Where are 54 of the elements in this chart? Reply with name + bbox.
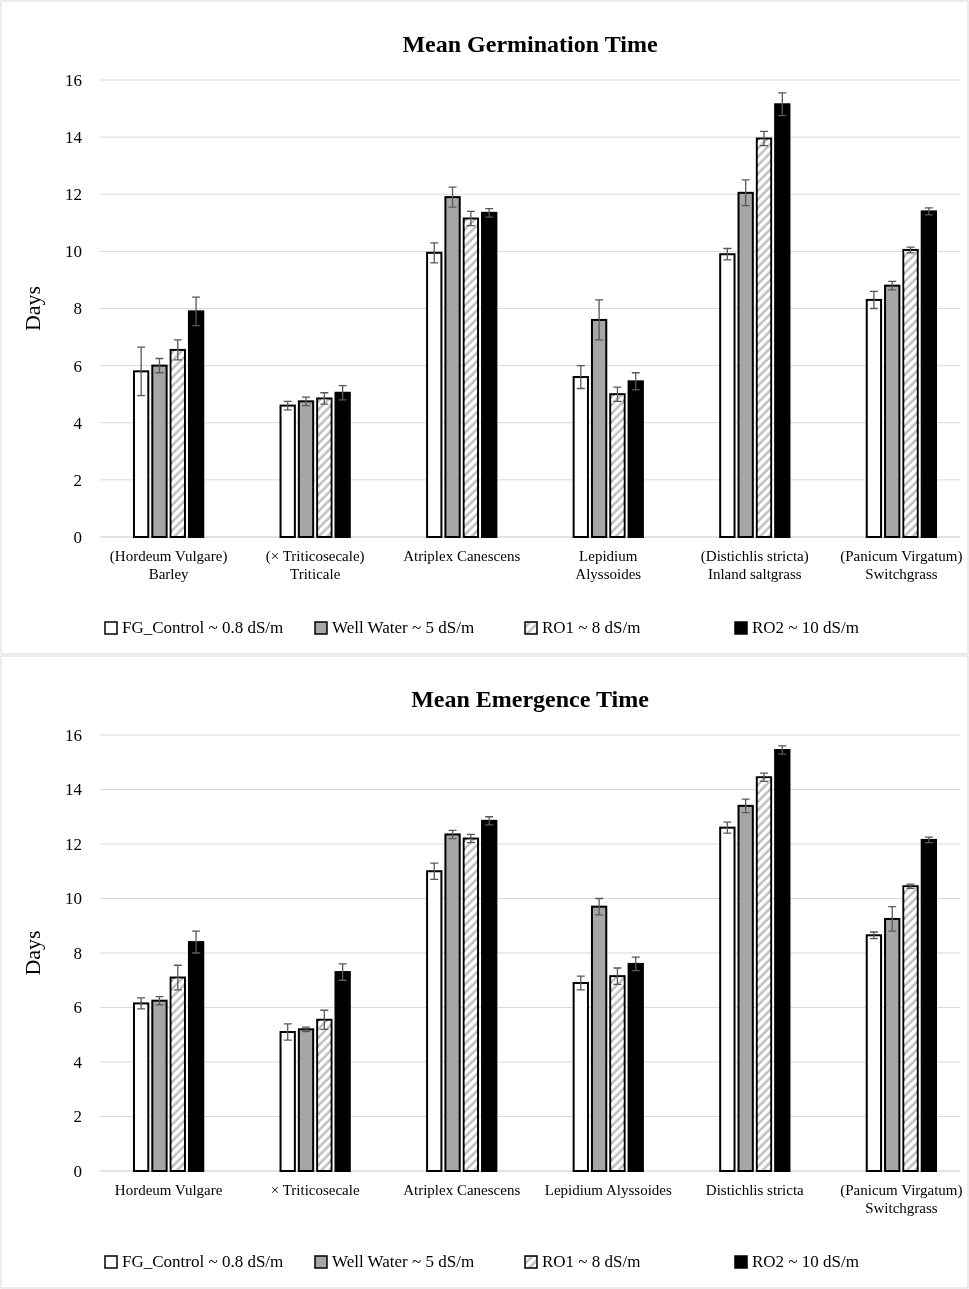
bar (279, 1031, 296, 1172)
y-tick-label: 4 (73, 413, 83, 433)
chart-title: Mean Germination Time (402, 31, 658, 57)
y-tick-label: 12 (65, 185, 82, 205)
y-tick-label: 2 (73, 1107, 82, 1127)
y-tick-label: 8 (73, 943, 82, 963)
legend-label: Well Water ~ 5 dS/m (332, 618, 475, 637)
legend-label: RO2 ~ 10 dS/m (752, 618, 859, 637)
bar (426, 251, 443, 538)
x-tick-label: Atriplex Canescens (403, 548, 521, 564)
y-tick-label: 6 (73, 356, 82, 376)
x-tick-label: (× Triticosecale) Triticale (265, 548, 365, 582)
x-tick-label: (Hordeum Vulgare) Barley (109, 548, 228, 582)
bar (426, 870, 443, 1172)
y-tick-label: 0 (73, 1161, 82, 1181)
y-tick-label: 14 (65, 128, 83, 148)
y-tick-label: 8 (73, 299, 82, 319)
y-tick-label: 14 (65, 780, 83, 800)
y-tick-label: 16 (65, 725, 82, 745)
x-tick-label: × Triticosecale (270, 1182, 360, 1198)
y-tick-label: 2 (73, 470, 82, 490)
x-tick-label: Distichlis stricta (705, 1182, 805, 1198)
y-tick-label: 16 (65, 70, 82, 90)
y-tick-label: 10 (65, 889, 82, 909)
bar (865, 934, 883, 1172)
y-tick-label: 6 (73, 998, 82, 1018)
x-tick-label: Lepidium Alyssoides (575, 548, 642, 582)
bar (572, 376, 589, 538)
bar (865, 298, 883, 538)
legend-label: FG_Control ~ 0.8 dS/m (122, 1252, 284, 1271)
legend-label: RO1 ~ 8 dS/m (542, 1252, 641, 1271)
legend-label: FG_Control ~ 0.8 dS/m (122, 618, 284, 637)
bar (279, 404, 296, 538)
x-tick-label: (Panicum Virgatum) Switchgrass (840, 548, 963, 582)
x-tick-label: Hordeum Vulgare (114, 1182, 223, 1198)
y-axis-title: Days (20, 930, 45, 976)
bar (132, 1002, 150, 1172)
legend-label: Well Water ~ 5 dS/m (332, 1252, 475, 1271)
bar (572, 981, 589, 1172)
legend-label: RO2 ~ 10 dS/m (752, 1252, 859, 1271)
x-tick-label: (Panicum Virgatum) Switchgrass (840, 1182, 963, 1216)
x-tick-label: Lepidium Alyssoides (544, 1182, 672, 1198)
y-tick-label: 12 (65, 834, 82, 854)
bar (719, 253, 736, 538)
bar (719, 826, 736, 1172)
y-tick-label: 0 (73, 527, 82, 547)
legend-label: RO1 ~ 8 dS/m (542, 618, 641, 637)
bar (132, 370, 150, 538)
y-tick-label: 4 (73, 1052, 83, 1072)
chart-title: Mean Emergence Time (411, 686, 650, 712)
y-tick-label: 10 (65, 242, 82, 262)
x-tick-label: Atriplex Canescens (403, 1182, 521, 1198)
x-tick-label: (Distichlis stricta) Inland saltgrass (700, 548, 809, 582)
y-axis-title: Days (20, 285, 45, 332)
